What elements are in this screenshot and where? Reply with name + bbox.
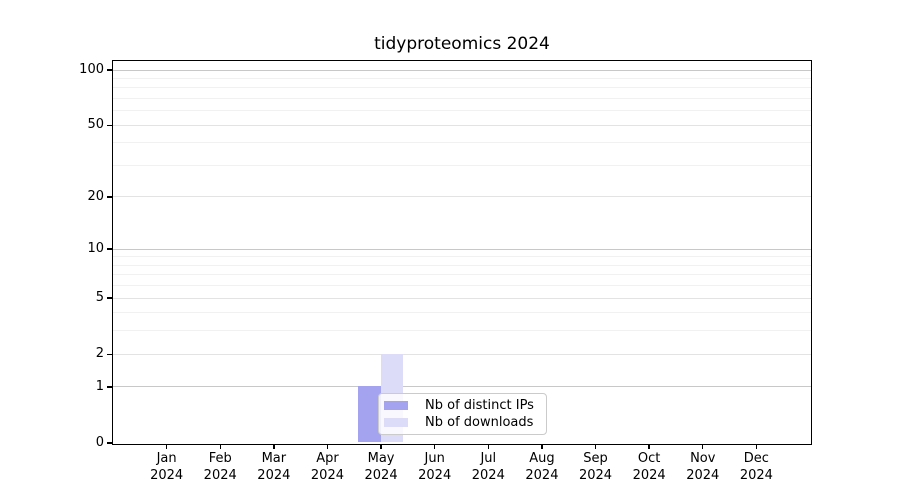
x-tick-month: Jan [156,451,177,466]
gridline-mid [112,297,811,299]
legend-item-downloads: Nb of downloads [384,414,540,431]
y-tick-label: 100 [79,62,104,77]
gridline-minor [112,264,811,266]
x-tick-mark [433,444,436,449]
x-tick-label: Aug 2024 [502,451,582,484]
gridline-minor [112,274,811,276]
x-tick-month: Dec [743,451,769,466]
x-tick-mark [487,444,489,449]
x-tick-year: 2024 [418,467,452,483]
x-tick-label: Oct 2024 [609,451,689,484]
x-tick-month: Feb [208,451,232,466]
x-tick-label: Feb 2024 [180,451,260,484]
chart-title: tidyproteomics 2024 [374,34,550,54]
gridline-mid [112,196,811,198]
bar-distinct-ips [358,386,381,443]
x-tick-year: 2024 [257,467,291,483]
y-tick-label: 10 [87,241,104,257]
x-tick-mark [541,444,543,449]
x-tick-label: Mar 2024 [234,451,314,484]
legend-item-distinct-ips: Nb of distinct IPs [384,397,540,414]
legend-swatch-downloads [384,418,408,427]
gridline-minor [112,164,811,166]
y-tick-mark [107,297,113,299]
plot-area [111,59,812,445]
x-tick-month: Aug [529,451,555,466]
y-tick-label: 20 [87,188,104,204]
y-tick-label: 0 [95,435,104,450]
x-tick-year: 2024 [471,467,505,483]
x-tick-label: Jan 2024 [127,451,207,484]
x-tick-month: Jun [424,451,445,466]
x-tick-month: Sep [583,451,608,466]
x-tick-month: Oct [637,451,661,466]
x-tick-year: 2024 [364,467,398,483]
gridline-major [112,386,811,388]
x-tick-mark [165,444,168,449]
x-tick-month: Mar [261,451,287,466]
x-tick-label: May 2024 [341,451,421,484]
legend-label-distinct-ips: Nb of distinct IPs [425,398,534,413]
x-tick-mark [380,444,382,449]
x-tick-label: Nov 2024 [663,451,743,484]
x-tick-mark [702,444,704,449]
gridline-minor [112,77,811,79]
y-tick-label: 1 [95,378,104,394]
x-tick-month: May [367,451,395,466]
x-tick-label: Jun 2024 [395,451,475,484]
gridline-mid [112,353,811,355]
gridline-major [112,69,811,71]
gridline-mid [112,124,811,126]
x-tick-month: Apr [316,451,339,466]
legend-swatch-distinct-ips [384,401,408,410]
y-tick-label: 5 [95,290,104,306]
legend-label-downloads: Nb of downloads [425,415,534,430]
x-tick-month: Jul [480,451,497,466]
x-tick-mark [755,444,758,449]
x-tick-mark [648,444,650,449]
y-tick-mark [107,69,113,71]
y-tick-label: 2 [95,346,104,362]
x-tick-label: Sep 2024 [556,451,636,484]
gridline-major [112,248,811,250]
x-tick-mark [219,444,221,449]
x-tick-month: Nov [690,451,716,466]
x-tick-year: 2024 [310,467,344,483]
x-tick-label: Jul 2024 [448,451,528,484]
x-tick-mark [594,444,597,449]
gridline-minor [112,142,811,144]
x-tick-year: 2024 [578,467,613,483]
x-tick-label: Apr 2024 [287,451,367,484]
x-tick-year: 2024 [150,467,184,483]
x-tick-year: 2024 [632,467,666,483]
y-tick-mark [107,248,113,250]
x-tick-mark [273,444,275,449]
x-tick-year: 2024 [686,467,720,483]
gridline-minor [112,87,811,89]
gridline-minor [112,312,811,314]
x-tick-label: Dec 2024 [716,451,796,484]
legend: Nb of distinct IPs Nb of downloads [378,393,547,435]
y-tick-mark [107,442,113,444]
gridline-minor [112,256,811,258]
y-tick-label: 50 [87,117,104,133]
x-tick-year: 2024 [525,467,559,483]
gridline-minor [112,330,811,332]
x-tick-year: 2024 [739,467,773,483]
y-tick-mark [107,124,113,126]
gridline-minor [112,285,811,287]
y-tick-mark [107,386,113,388]
x-tick-mark [326,444,329,449]
y-tick-mark [107,196,113,198]
gridline-minor [112,97,811,99]
gridline-minor [112,110,811,112]
y-tick-mark [107,353,113,355]
x-tick-year: 2024 [203,467,237,483]
